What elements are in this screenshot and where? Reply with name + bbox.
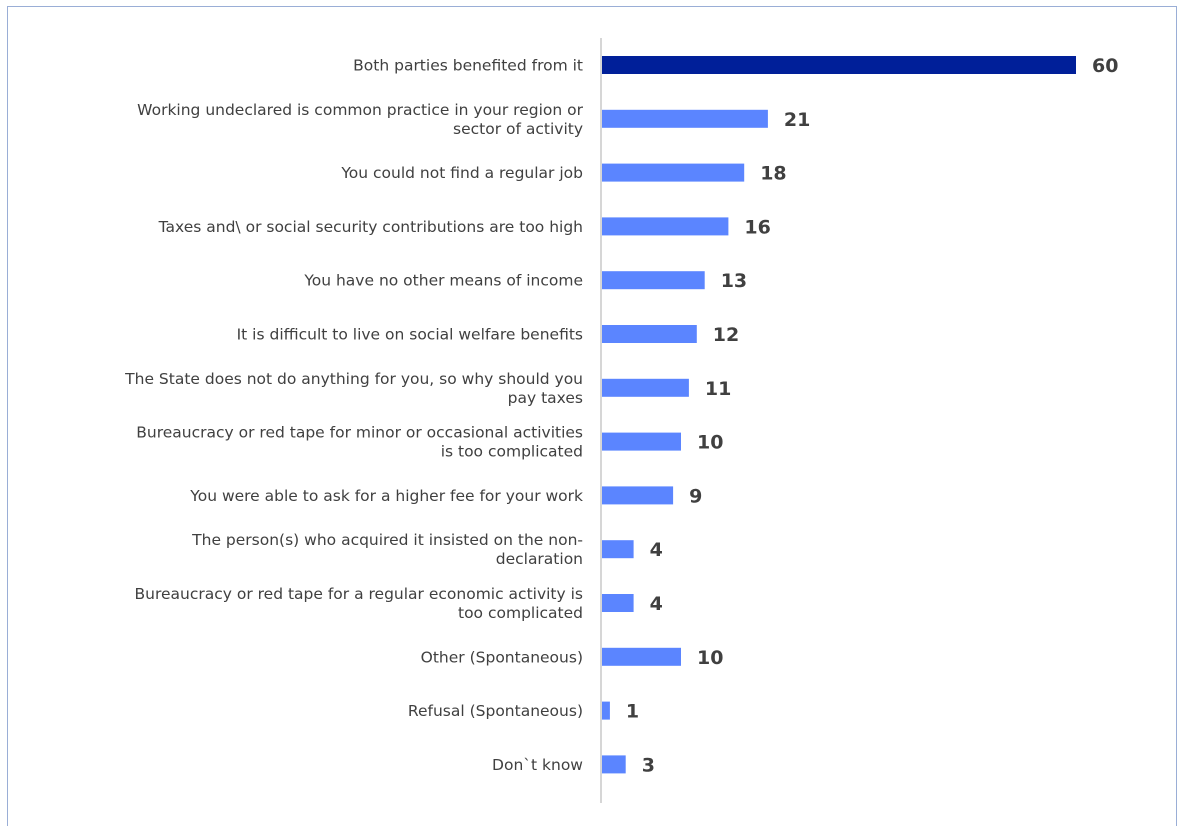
value-label-7: 10 xyxy=(697,432,723,454)
category-label-line: Other (Spontaneous) xyxy=(421,648,583,666)
bar-12 xyxy=(602,701,610,720)
category-label-line: Don`t know xyxy=(492,756,583,774)
value-label-4: 13 xyxy=(721,270,747,292)
category-label-line: It is difficult to live on social welfar… xyxy=(237,326,583,344)
category-label-11: Other (Spontaneous) xyxy=(421,648,583,666)
category-label-13: Don`t know xyxy=(492,756,583,774)
value-label-5: 12 xyxy=(713,324,739,346)
value-label-12: 1 xyxy=(626,701,639,723)
category-label-line: Bureaucracy or red tape for a regular ec… xyxy=(134,585,583,603)
bar-7 xyxy=(602,432,681,451)
bar-6 xyxy=(602,378,689,397)
bar-0 xyxy=(602,56,1076,74)
category-label-line: Both parties benefited from it xyxy=(353,57,583,75)
value-label-3: 16 xyxy=(744,216,770,238)
category-label-6: The State does not do anything for you, … xyxy=(124,370,583,407)
bar-8 xyxy=(602,486,674,505)
category-label-2: You could not find a regular job xyxy=(340,164,583,182)
category-label-0: Both parties benefited from it xyxy=(353,57,583,75)
bar-2 xyxy=(602,163,745,182)
value-label-10: 4 xyxy=(650,593,663,615)
value-label-9: 4 xyxy=(650,539,663,561)
category-label-line: You have no other means of income xyxy=(303,272,583,290)
category-label-line: Bureaucracy or red tape for minor or occ… xyxy=(136,424,583,442)
category-label-line: The person(s) who acquired it insisted o… xyxy=(191,531,583,549)
category-label-line: Taxes and\ or social security contributi… xyxy=(158,218,583,236)
bar-11 xyxy=(602,647,681,666)
category-label-1: Working undeclared is common practice in… xyxy=(137,101,583,138)
category-label-8: You were able to ask for a higher fee fo… xyxy=(189,487,583,505)
category-label-10: Bureaucracy or red tape for a regular ec… xyxy=(134,585,583,622)
bar-5 xyxy=(602,325,697,343)
value-label-13: 3 xyxy=(642,754,655,776)
bar-9 xyxy=(602,540,634,559)
category-label-line: Refusal (Spontaneous) xyxy=(408,702,583,720)
category-label-line: The State does not do anything for you, … xyxy=(124,370,583,388)
category-label-3: Taxes and\ or social security contributi… xyxy=(158,218,583,236)
category-label-line: Working undeclared is common practice in… xyxy=(137,101,583,119)
category-label-5: It is difficult to live on social welfar… xyxy=(237,326,583,344)
value-label-8: 9 xyxy=(689,485,702,507)
category-label-9: The person(s) who acquired it insisted o… xyxy=(191,531,583,568)
category-label-12: Refusal (Spontaneous) xyxy=(408,702,583,720)
category-label-4: You have no other means of income xyxy=(303,272,583,290)
value-label-11: 10 xyxy=(697,647,723,669)
category-label-line: declaration xyxy=(496,550,583,568)
bar-4 xyxy=(602,271,705,290)
category-label-line: is too complicated xyxy=(441,443,583,461)
category-label-line: pay taxes xyxy=(508,389,583,407)
category-label-line: too complicated xyxy=(458,604,583,622)
category-label-line: You were able to ask for a higher fee fo… xyxy=(189,487,583,505)
bar-13 xyxy=(602,755,626,774)
category-label-line: You could not find a regular job xyxy=(340,164,583,182)
category-label-7: Bureaucracy or red tape for minor or occ… xyxy=(136,424,583,461)
value-label-6: 11 xyxy=(705,378,731,400)
bar-1 xyxy=(602,109,768,128)
value-label-0: 60 xyxy=(1092,55,1118,77)
chart-frame xyxy=(7,6,1177,826)
bar-10 xyxy=(602,594,634,612)
value-label-2: 18 xyxy=(760,163,786,185)
category-label-line: sector of activity xyxy=(453,120,583,138)
bar-3 xyxy=(602,217,729,236)
value-label-1: 21 xyxy=(784,109,810,131)
